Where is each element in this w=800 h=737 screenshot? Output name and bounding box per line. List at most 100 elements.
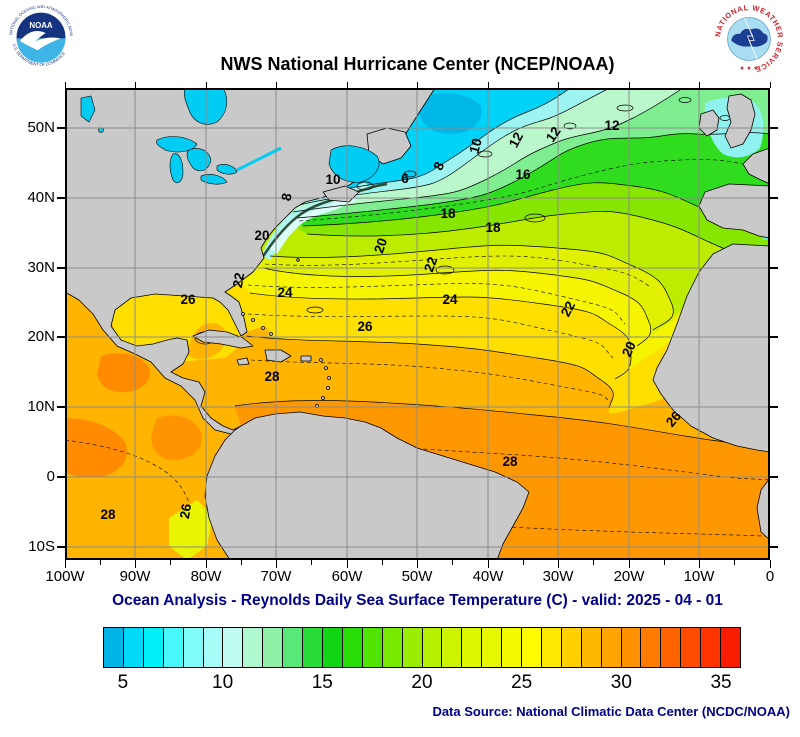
lake-superior	[156, 136, 198, 153]
colorbar-cell	[163, 628, 184, 667]
land-africa	[652, 243, 770, 453]
x-major-tick	[275, 560, 277, 568]
land-bahamas	[241, 312, 273, 336]
colorbar-cell	[581, 628, 602, 667]
data-source-note: Data Source: National Climatic Data Cent…	[432, 704, 790, 719]
colorbar-tick-label: 5	[117, 672, 129, 693]
colorbar-cell	[442, 628, 463, 667]
isotherm-6c	[296, 88, 571, 201]
colorbar-cell	[721, 628, 740, 667]
isotherm-label-20c: 20	[254, 228, 269, 243]
x-major-tick	[416, 560, 418, 568]
y-major-tick	[57, 197, 65, 199]
x-tick-label: 20W	[613, 568, 645, 585]
isotherm-27c	[250, 359, 612, 403]
isotherm-label-26c: 26	[177, 502, 194, 520]
nws-ring-stars: ★ ★ ★	[739, 65, 758, 72]
lake-michigan	[169, 153, 184, 184]
colorbar-cell	[541, 628, 562, 667]
land-great-britain	[724, 93, 756, 149]
x-major-tick	[628, 560, 630, 568]
isotherm-label-24c: 24	[442, 292, 458, 307]
y-tick-label: 10N	[27, 398, 55, 415]
x-major-tick	[64, 560, 66, 568]
colorbar-cell	[681, 628, 702, 667]
colorbar-cell	[502, 628, 523, 667]
lake-winnipeg	[80, 95, 96, 123]
lake-ontario	[216, 164, 238, 175]
isotherm-18c	[306, 211, 770, 267]
y-tick-label: 30N	[27, 259, 55, 276]
colorbar-cell	[561, 628, 582, 667]
land-hispaniola	[264, 349, 292, 363]
y-right-tick	[770, 546, 778, 548]
y-tick-label: 40N	[27, 189, 55, 206]
x-minor-tick	[734, 560, 736, 565]
isotherm-label-10c: 10	[466, 137, 484, 155]
landmasses	[65, 88, 770, 560]
y-tick-label: 0	[46, 468, 55, 485]
lake-erie	[200, 174, 228, 185]
colorbar-cell	[362, 628, 383, 667]
noaa-logo: NATIONAL OCEANIC AND ATMOSPHERIC ADMINIS…	[8, 4, 74, 69]
isotherm-12c	[296, 132, 770, 219]
temperature-colorbar	[103, 627, 741, 668]
pacific-warm-blob-2	[97, 353, 150, 393]
lake-huron	[186, 148, 212, 172]
colorbar-cell	[283, 628, 304, 667]
x-tick-label: 50W	[401, 568, 433, 585]
isotherm-label-20c: 20	[619, 339, 639, 359]
isotherm-24c	[249, 292, 632, 380]
x-tick-label: 10W	[683, 568, 715, 585]
x-major-tick	[557, 560, 559, 568]
colorbar-labels: 5 10 15 20 25 30 35	[103, 672, 741, 696]
noaa-logo-text: NOAA	[29, 21, 53, 30]
colorbar-cell	[701, 628, 722, 667]
x-minor-tick	[522, 560, 524, 565]
isotherm-label-22c: 22	[421, 255, 440, 274]
nws-lightning-icon	[744, 18, 759, 62]
y-major-tick	[57, 546, 65, 548]
x-minor-tick	[240, 560, 242, 565]
sst-cold-pool	[419, 93, 482, 135]
gulf-stream-front	[260, 182, 388, 259]
isotherm-label-28c: 28	[502, 454, 518, 469]
isotherm-label-16c: 16	[515, 167, 531, 182]
isotherm-label-6c: 6	[401, 171, 409, 186]
isotherm-20c	[269, 244, 674, 331]
isotherm-23c	[247, 283, 626, 325]
x-major-tick	[698, 560, 700, 568]
colorbar-cell	[342, 628, 363, 667]
x-minor-tick	[593, 560, 595, 565]
x-minor-tick	[663, 560, 665, 565]
isotherm-25c	[247, 313, 614, 359]
isotherm-label-12c: 12	[604, 118, 619, 133]
y-right-tick	[770, 406, 778, 408]
colorbar-cell	[123, 628, 144, 667]
x-minor-tick	[99, 560, 101, 565]
page-title: NWS National Hurricane Center (NCEP/NOAA…	[220, 54, 615, 74]
colorbar-tick-label: 20	[411, 672, 433, 693]
land-jamaica	[236, 357, 250, 366]
colorbar-cell	[482, 628, 503, 667]
colorbar-cell	[382, 628, 403, 667]
colorbar-cell	[322, 628, 343, 667]
x-major-tick	[134, 560, 136, 568]
pacific-warm-blob-1	[65, 418, 127, 478]
y-major-tick	[57, 336, 65, 338]
isotherm-label-12c: 12	[543, 124, 564, 145]
isotherm-label-18c: 18	[440, 206, 456, 221]
y-right-tick	[770, 476, 778, 478]
isotherm-13c	[298, 159, 762, 222]
sst-band-28-30	[235, 400, 770, 560]
y-tick-label: 20N	[27, 328, 55, 345]
y-right-tick	[770, 267, 778, 269]
x-tick-label: 30W	[542, 568, 574, 585]
colorbar-cell	[402, 628, 423, 667]
colorbar-cell	[104, 628, 124, 667]
land-cuba	[192, 329, 254, 349]
x-major-tick	[205, 560, 207, 568]
y-right-tick	[770, 127, 778, 129]
colorbar-cell	[223, 628, 244, 667]
